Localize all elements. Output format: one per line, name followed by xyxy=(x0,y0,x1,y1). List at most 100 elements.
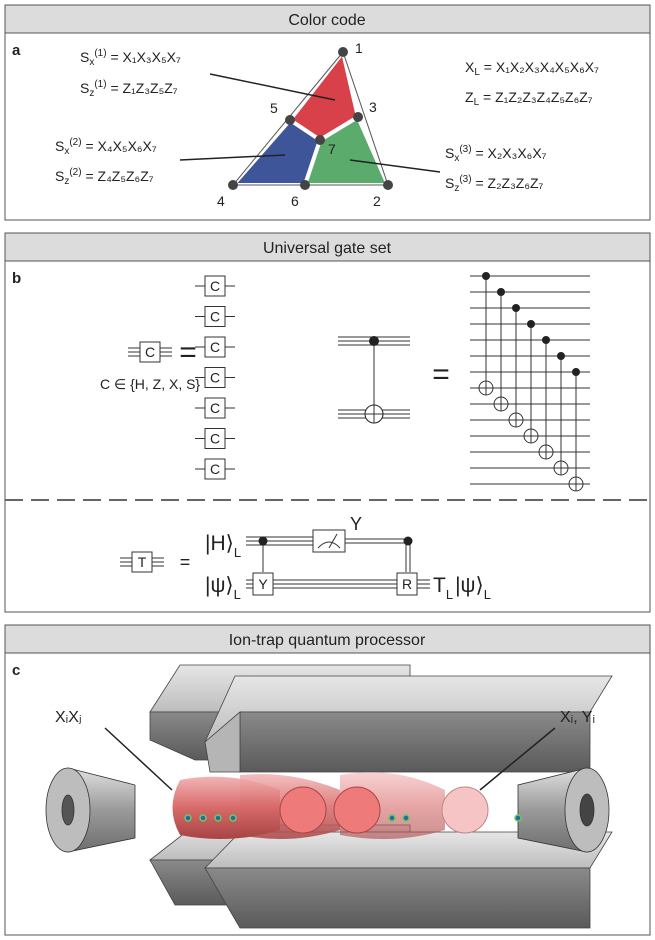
text-part: T xyxy=(433,574,446,597)
control xyxy=(404,537,413,546)
text-part: (1) xyxy=(94,48,106,59)
endcap-hole xyxy=(62,795,74,825)
ion-image xyxy=(403,815,409,821)
gate-label: C xyxy=(210,461,220,477)
gate-label: C xyxy=(210,400,220,416)
text-part: S xyxy=(55,138,64,154)
control xyxy=(259,537,268,546)
ion-chain xyxy=(173,772,522,839)
text-part: L xyxy=(484,587,491,602)
control xyxy=(512,304,520,312)
gate-set: C ∈ {H, Z, X, S} xyxy=(100,376,200,392)
stabilizer: Sz(2) = Z₄Z₅Z₆Z₇ xyxy=(55,167,154,187)
stabilizer: Sx(1) = X₁X₃X₅X₇ xyxy=(80,48,181,68)
text-part: L xyxy=(234,587,241,602)
gate-label: C xyxy=(210,370,220,386)
ancilla-state: |H⟩L xyxy=(205,532,241,560)
qubit xyxy=(383,180,393,190)
logical-operator: XL = X₁X₂X₃X₄X₅X₆X₇ xyxy=(465,59,599,78)
text-part: = X₁X₃X₅X₇ xyxy=(107,49,181,65)
gate-label: C xyxy=(210,431,220,447)
text-part: S xyxy=(55,168,64,184)
gate-label: C xyxy=(145,344,155,360)
control xyxy=(369,336,379,346)
ion-image xyxy=(185,815,191,821)
panel-label: b xyxy=(12,270,21,287)
text-part: (2) xyxy=(69,137,81,148)
text-part: = Z₂Z₃Z₆Z₇ xyxy=(472,175,544,191)
control xyxy=(542,336,550,344)
ion xyxy=(442,787,488,833)
control xyxy=(527,320,535,328)
ion-image xyxy=(200,815,206,821)
figure: Color code a 1 2 3 4 5 6 7 Sx(1) = X₁X₃X… xyxy=(0,0,655,940)
qubit xyxy=(353,112,363,122)
panel-header: Universal gate set xyxy=(263,240,392,257)
ion-image xyxy=(389,815,395,821)
qubit xyxy=(315,135,325,145)
text-part: = Z₁Z₂Z₃Z₄Z₅Z₆Z₇ xyxy=(479,89,593,105)
text-part: S xyxy=(80,80,89,96)
control xyxy=(497,288,505,296)
vertex-label: 5 xyxy=(270,100,278,116)
electrode xyxy=(205,868,590,928)
text-part: |ψ⟩ xyxy=(205,574,234,597)
gate-label: Y xyxy=(258,576,268,592)
text-part: S xyxy=(80,49,89,65)
text-part: (1) xyxy=(94,79,106,90)
equals: = xyxy=(432,358,450,391)
stabilizer: Sz(3) = Z₂Z₃Z₆Z₇ xyxy=(445,174,544,194)
qubit xyxy=(338,47,348,57)
panel-header: Color code xyxy=(288,12,365,29)
ion-label: Xᵢ, Yᵢ xyxy=(560,709,595,726)
text-part: S xyxy=(445,145,454,161)
transversal-cnot xyxy=(470,272,590,491)
input-state: |ψ⟩L xyxy=(205,574,241,602)
equals: = xyxy=(179,336,197,369)
ion-label: XᵢXⱼ xyxy=(55,709,82,726)
ion xyxy=(280,787,326,833)
measurement xyxy=(313,530,345,552)
stabilizer: Sx(3) = X₂X₃X₆X₇ xyxy=(445,144,547,164)
transversal-gate: C xyxy=(128,342,172,362)
t-gate: T xyxy=(120,552,164,572)
text-part: L xyxy=(446,587,453,602)
ion-image xyxy=(215,815,221,821)
text-part: = X₄X₅X₆X₇ xyxy=(82,138,157,154)
gate-label: C xyxy=(210,278,220,294)
control xyxy=(572,368,580,376)
text-part: |H⟩ xyxy=(205,532,234,555)
text-part: = Z₁Z₃Z₅Z₇ xyxy=(107,80,178,96)
qubit xyxy=(285,115,295,125)
panel-header: Ion-trap quantum processor xyxy=(229,632,426,649)
ion-image xyxy=(515,815,521,821)
vertex-label: 7 xyxy=(328,141,336,157)
vertex-label: 6 xyxy=(291,193,299,209)
logical-operator: ZL = Z₁Z₂Z₃Z₄Z₅Z₆Z₇ xyxy=(465,89,593,108)
ion xyxy=(334,787,380,833)
text-part: (2) xyxy=(69,167,81,178)
vertex-label: 1 xyxy=(355,40,363,56)
outcome: Y xyxy=(350,514,362,534)
text-part: (3) xyxy=(459,144,471,155)
text-part: = X₁X₂X₃X₄X₅X₆X₇ xyxy=(480,59,599,75)
endcap-hole xyxy=(580,794,594,826)
vertex-label: 3 xyxy=(369,99,377,115)
qubit xyxy=(228,180,238,190)
classical-wire xyxy=(345,539,410,572)
gate-label: C xyxy=(210,339,220,355)
stabilizer: Sz(1) = Z₁Z₃Z₅Z₇ xyxy=(80,79,178,99)
vertex-label: 4 xyxy=(217,193,225,209)
equals: = xyxy=(180,552,191,572)
text-part: = Z₄Z₅Z₆Z₇ xyxy=(82,168,154,184)
vertex-label: 2 xyxy=(373,193,381,209)
stabilizer: Sx(2) = X₄X₅X₆X₇ xyxy=(55,137,157,157)
output-state: TL|ψ⟩L xyxy=(433,574,491,602)
text-part: = X₂X₃X₆X₇ xyxy=(472,145,547,161)
ion-image xyxy=(230,815,236,821)
text-part: S xyxy=(445,175,454,191)
gate-label: T xyxy=(138,554,147,570)
gate-label: R xyxy=(402,576,412,592)
panel-label: a xyxy=(12,42,21,59)
